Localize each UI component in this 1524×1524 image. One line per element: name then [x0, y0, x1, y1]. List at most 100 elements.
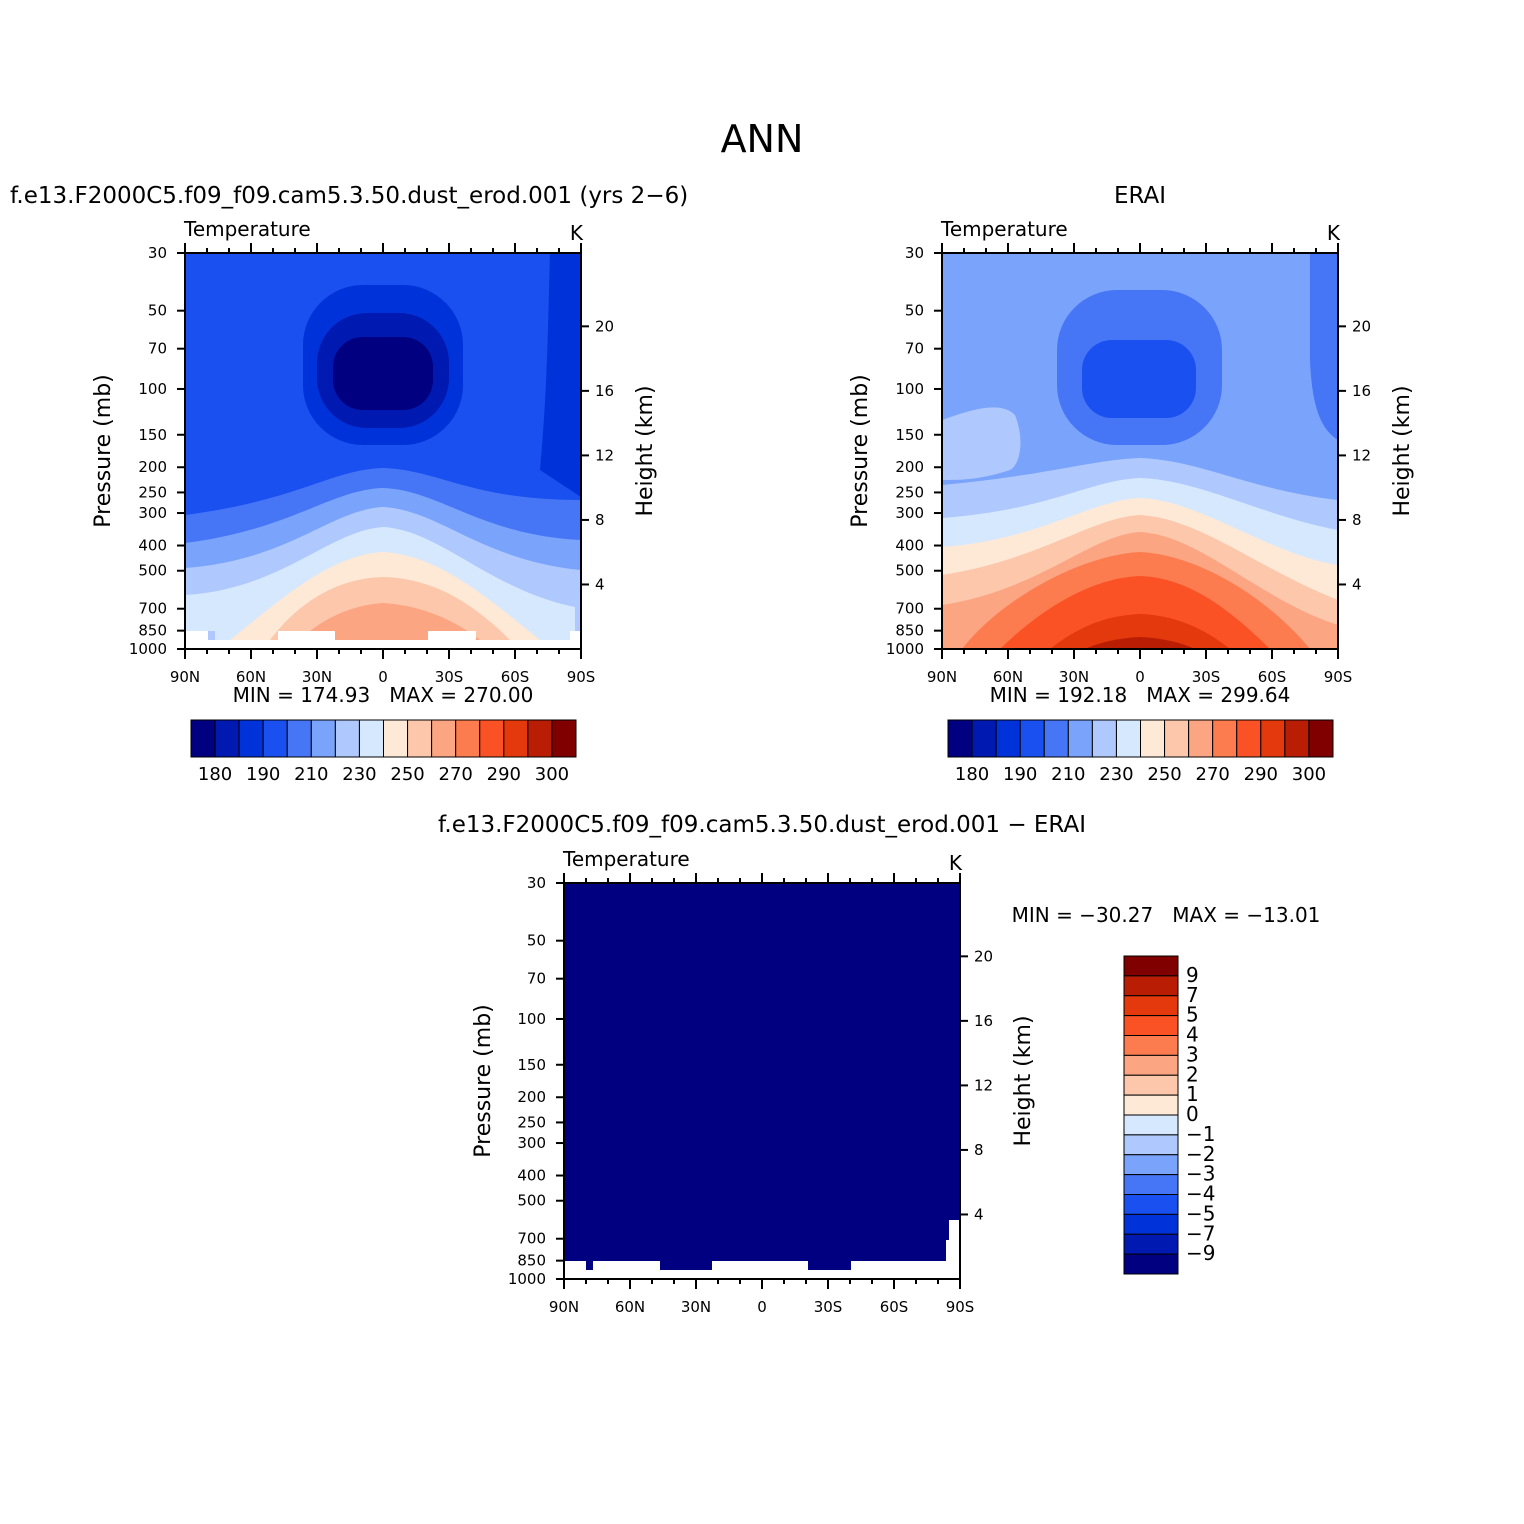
- obs-colorbar-swatch: [1260, 719, 1286, 758]
- obs-y2-tick-label: 8: [1352, 511, 1362, 529]
- obs-colorbar-swatch: [1091, 719, 1117, 758]
- model-y-tick-label: 30: [148, 244, 167, 262]
- obs-colorbar-swatch: [1308, 719, 1334, 758]
- obs-ylabel: Pressure (mb): [848, 374, 873, 528]
- diff-ylabel: Pressure (mb): [471, 1004, 496, 1158]
- model-y-tick-label: 50: [148, 302, 167, 320]
- diff-colorbar-label: −4: [1186, 1182, 1215, 1206]
- diff-left-label: Temperature: [562, 847, 690, 871]
- obs-colorbar-labels: 180 190 210 230 250 270 290 300: [955, 764, 1326, 785]
- model-x-tick-label: 60N: [236, 668, 266, 686]
- model-y-tick-label: 70: [148, 340, 167, 358]
- diff-panel: f.e13.F2000C5.f09_f09.cam5.3.50.dust_ero…: [438, 812, 1320, 1316]
- obs-minmax: MIN = 192.18 MAX = 299.64: [990, 683, 1291, 707]
- diff-y-tick-label: 200: [517, 1088, 546, 1106]
- diff-x-tick-label: 0: [757, 1298, 767, 1316]
- obs-y-tick-label: 150: [895, 426, 924, 444]
- model-x-axis-labels: 90N 60N 30N 0 30S 60S 90S: [170, 668, 595, 686]
- obs-colorbar-swatch: [1164, 719, 1190, 758]
- diff-colorbar-swatch: [1123, 1233, 1179, 1255]
- model-x-tick-label: 30N: [302, 668, 332, 686]
- model-colorbar-swatch: [214, 719, 240, 758]
- model-colorbar: [190, 719, 577, 758]
- diff-units-label: K: [949, 851, 963, 875]
- model-colorbar-swatch: [407, 719, 433, 758]
- obs-colorbar-swatch: [1067, 719, 1093, 758]
- model-colorbar-label: 180: [198, 764, 232, 785]
- obs-cold-core: [1082, 340, 1196, 418]
- obs-y-tick-label: 30: [905, 244, 924, 262]
- obs-colorbar-swatch: [995, 719, 1021, 758]
- diff-colorbar-label: −3: [1186, 1162, 1215, 1186]
- model-colorbar-swatch: [262, 719, 288, 758]
- obs-y-tick-label: 500: [895, 562, 924, 580]
- obs-y-tick-label: 1000: [886, 640, 924, 658]
- obs-colorbar-label: 210: [1051, 764, 1085, 785]
- diff-y-tick-label: 50: [527, 932, 546, 950]
- obs-colorbar-swatch: [1284, 719, 1310, 758]
- model-y-tick-label: 250: [138, 483, 167, 501]
- diff-colorbar-label: −9: [1186, 1241, 1215, 1265]
- diff-y-tick-label: 1000: [508, 1270, 546, 1288]
- model-y2-tick-label: 4: [595, 575, 605, 593]
- obs-colorbar-swatch: [1236, 719, 1262, 758]
- diff-colorbar-swatch: [1123, 1035, 1179, 1056]
- obs-x-tick-label: 0: [1135, 668, 1145, 686]
- diff-x-tick-label: 90N: [549, 1298, 579, 1316]
- obs-colorbar-label: 230: [1099, 764, 1133, 785]
- diff-colorbar-label: 3: [1186, 1042, 1199, 1066]
- diff-y2-tick-label: 8: [974, 1141, 984, 1159]
- model-colorbar-swatch: [286, 719, 312, 758]
- model-y2-tick-label: 8: [595, 511, 605, 529]
- model-colorbar-swatch: [431, 719, 457, 758]
- diff-colorbar-swatch: [1123, 1114, 1179, 1136]
- obs-x-tick-label: 60N: [993, 668, 1023, 686]
- model-y-tick-label: 500: [138, 562, 167, 580]
- diff-colorbar-swatch: [1123, 1134, 1179, 1156]
- diff-colorbar-swatch: [1123, 1154, 1179, 1176]
- model-missing-surface: [185, 631, 581, 649]
- model-y2-tick-label: 12: [595, 446, 614, 464]
- obs-y-tick-label: 700: [895, 600, 924, 618]
- model-left-label: Temperature: [183, 217, 311, 241]
- diff-colorbar-swatch: [1123, 975, 1179, 997]
- model-x-tick-label: 30S: [435, 668, 464, 686]
- model-colorbar-swatch: [334, 719, 360, 758]
- model-colorbar-swatch: [551, 719, 577, 758]
- model-y-tick-label: 200: [138, 458, 167, 476]
- diff-colorbar-swatch: [1123, 1074, 1179, 1096]
- obs-colorbar-label: 250: [1147, 764, 1181, 785]
- obs-y2-axis-labels: 4 8 12 16 20: [1352, 317, 1371, 593]
- obs-colorbar: [947, 719, 1334, 758]
- obs-colorbar-swatch: [947, 719, 973, 758]
- diff-contour-field: [564, 883, 960, 1279]
- model-colorbar-swatch: [479, 719, 505, 758]
- obs-y2-tick-label: 16: [1352, 382, 1371, 400]
- model-ticks: [177, 243, 589, 659]
- obs-y2-tick-label: 12: [1352, 446, 1371, 464]
- model-x-tick-label: 90N: [170, 668, 200, 686]
- model-panel: f.e13.F2000C5.f09_f09.cam5.3.50.dust_ero…: [10, 183, 688, 785]
- diff-colorbar-label: −1: [1186, 1122, 1215, 1146]
- model-ylabel: Pressure (mb): [91, 374, 116, 528]
- obs-y-tick-label: 100: [895, 380, 924, 398]
- diff-y-tick-label: 250: [517, 1113, 546, 1131]
- obs-x-tick-label: 60S: [1258, 668, 1287, 686]
- diff-y-tick-label: 150: [517, 1056, 546, 1074]
- model-y-tick-label: 700: [138, 600, 167, 618]
- diff-x-tick-label: 90S: [946, 1298, 975, 1316]
- diff-y-tick-label: 700: [517, 1230, 546, 1248]
- obs-x-tick-label: 30S: [1192, 668, 1221, 686]
- diff-colorbar: [1123, 955, 1179, 1275]
- diff-colorbar-swatch: [1123, 1054, 1179, 1076]
- model-x-tick-label: 90S: [567, 668, 596, 686]
- diff-colorbar-swatch: [1123, 955, 1179, 977]
- obs-colorbar-swatch: [1212, 719, 1238, 758]
- obs-y-tick-label: 200: [895, 458, 924, 476]
- obs-colorbar-label: 270: [1196, 764, 1230, 785]
- diff-missing-surface: [564, 1220, 960, 1279]
- model-units-label: K: [570, 221, 584, 245]
